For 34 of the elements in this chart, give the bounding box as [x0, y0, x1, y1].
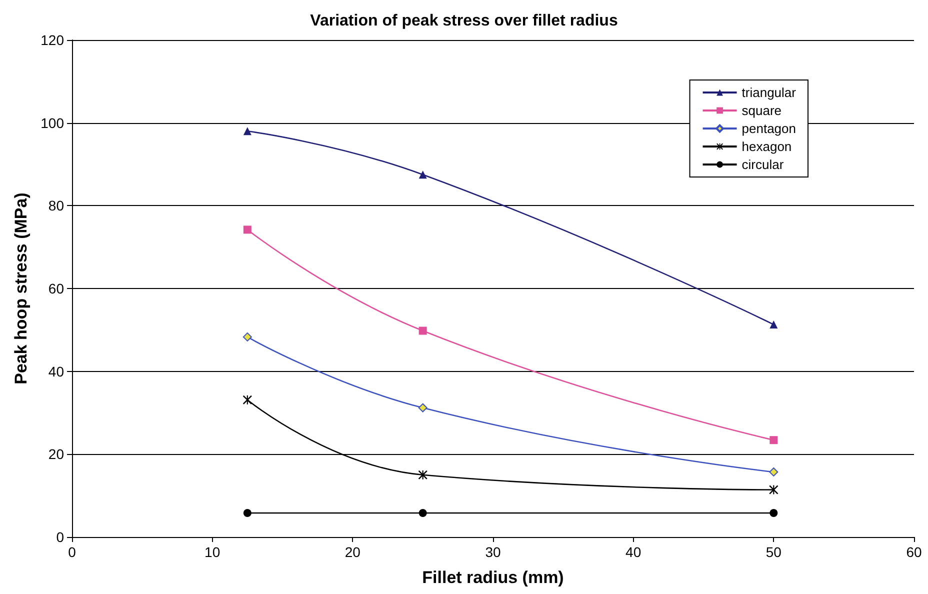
- x-tick-label: 50: [766, 544, 782, 560]
- y-tick-label: 0: [56, 529, 64, 545]
- point: [418, 403, 428, 412]
- y-tick-label: 60: [48, 280, 64, 296]
- point: [770, 320, 778, 329]
- y-tick-label: 120: [40, 32, 64, 48]
- legend-label: pentagon: [742, 121, 796, 136]
- x-tick-label: 0: [68, 544, 76, 560]
- x-tick-label: 30: [485, 544, 501, 560]
- point: [242, 332, 252, 342]
- point: [769, 467, 778, 476]
- y-tick-label: 20: [48, 446, 64, 462]
- point: [418, 326, 427, 335]
- legend-label: hexagon: [742, 139, 792, 154]
- legend-label: square: [742, 103, 782, 118]
- legend-label: circular: [742, 157, 784, 172]
- point: [770, 508, 778, 517]
- y-tick-label: 80: [48, 198, 64, 214]
- x-tick-label: 20: [344, 544, 361, 560]
- point: [418, 508, 427, 517]
- point: [243, 508, 252, 517]
- x-tick-label: 40: [626, 544, 642, 560]
- y-tick-label: 100: [40, 114, 64, 131]
- legend-label: triangular: [742, 85, 797, 100]
- point: [770, 436, 778, 444]
- x-tick-label: 10: [204, 544, 220, 560]
- x-tick-label: 60: [906, 544, 922, 560]
- y-tick-label: 40: [48, 363, 64, 380]
- y-axis-title: Peak hoop stress (MPa): [12, 192, 31, 384]
- x-axis-title: Fillet radius (mm): [422, 568, 564, 587]
- point: [418, 170, 427, 179]
- point: [243, 127, 252, 136]
- chart-title: Variation of peak stress over fillet radius: [310, 12, 618, 30]
- point: [243, 226, 252, 234]
